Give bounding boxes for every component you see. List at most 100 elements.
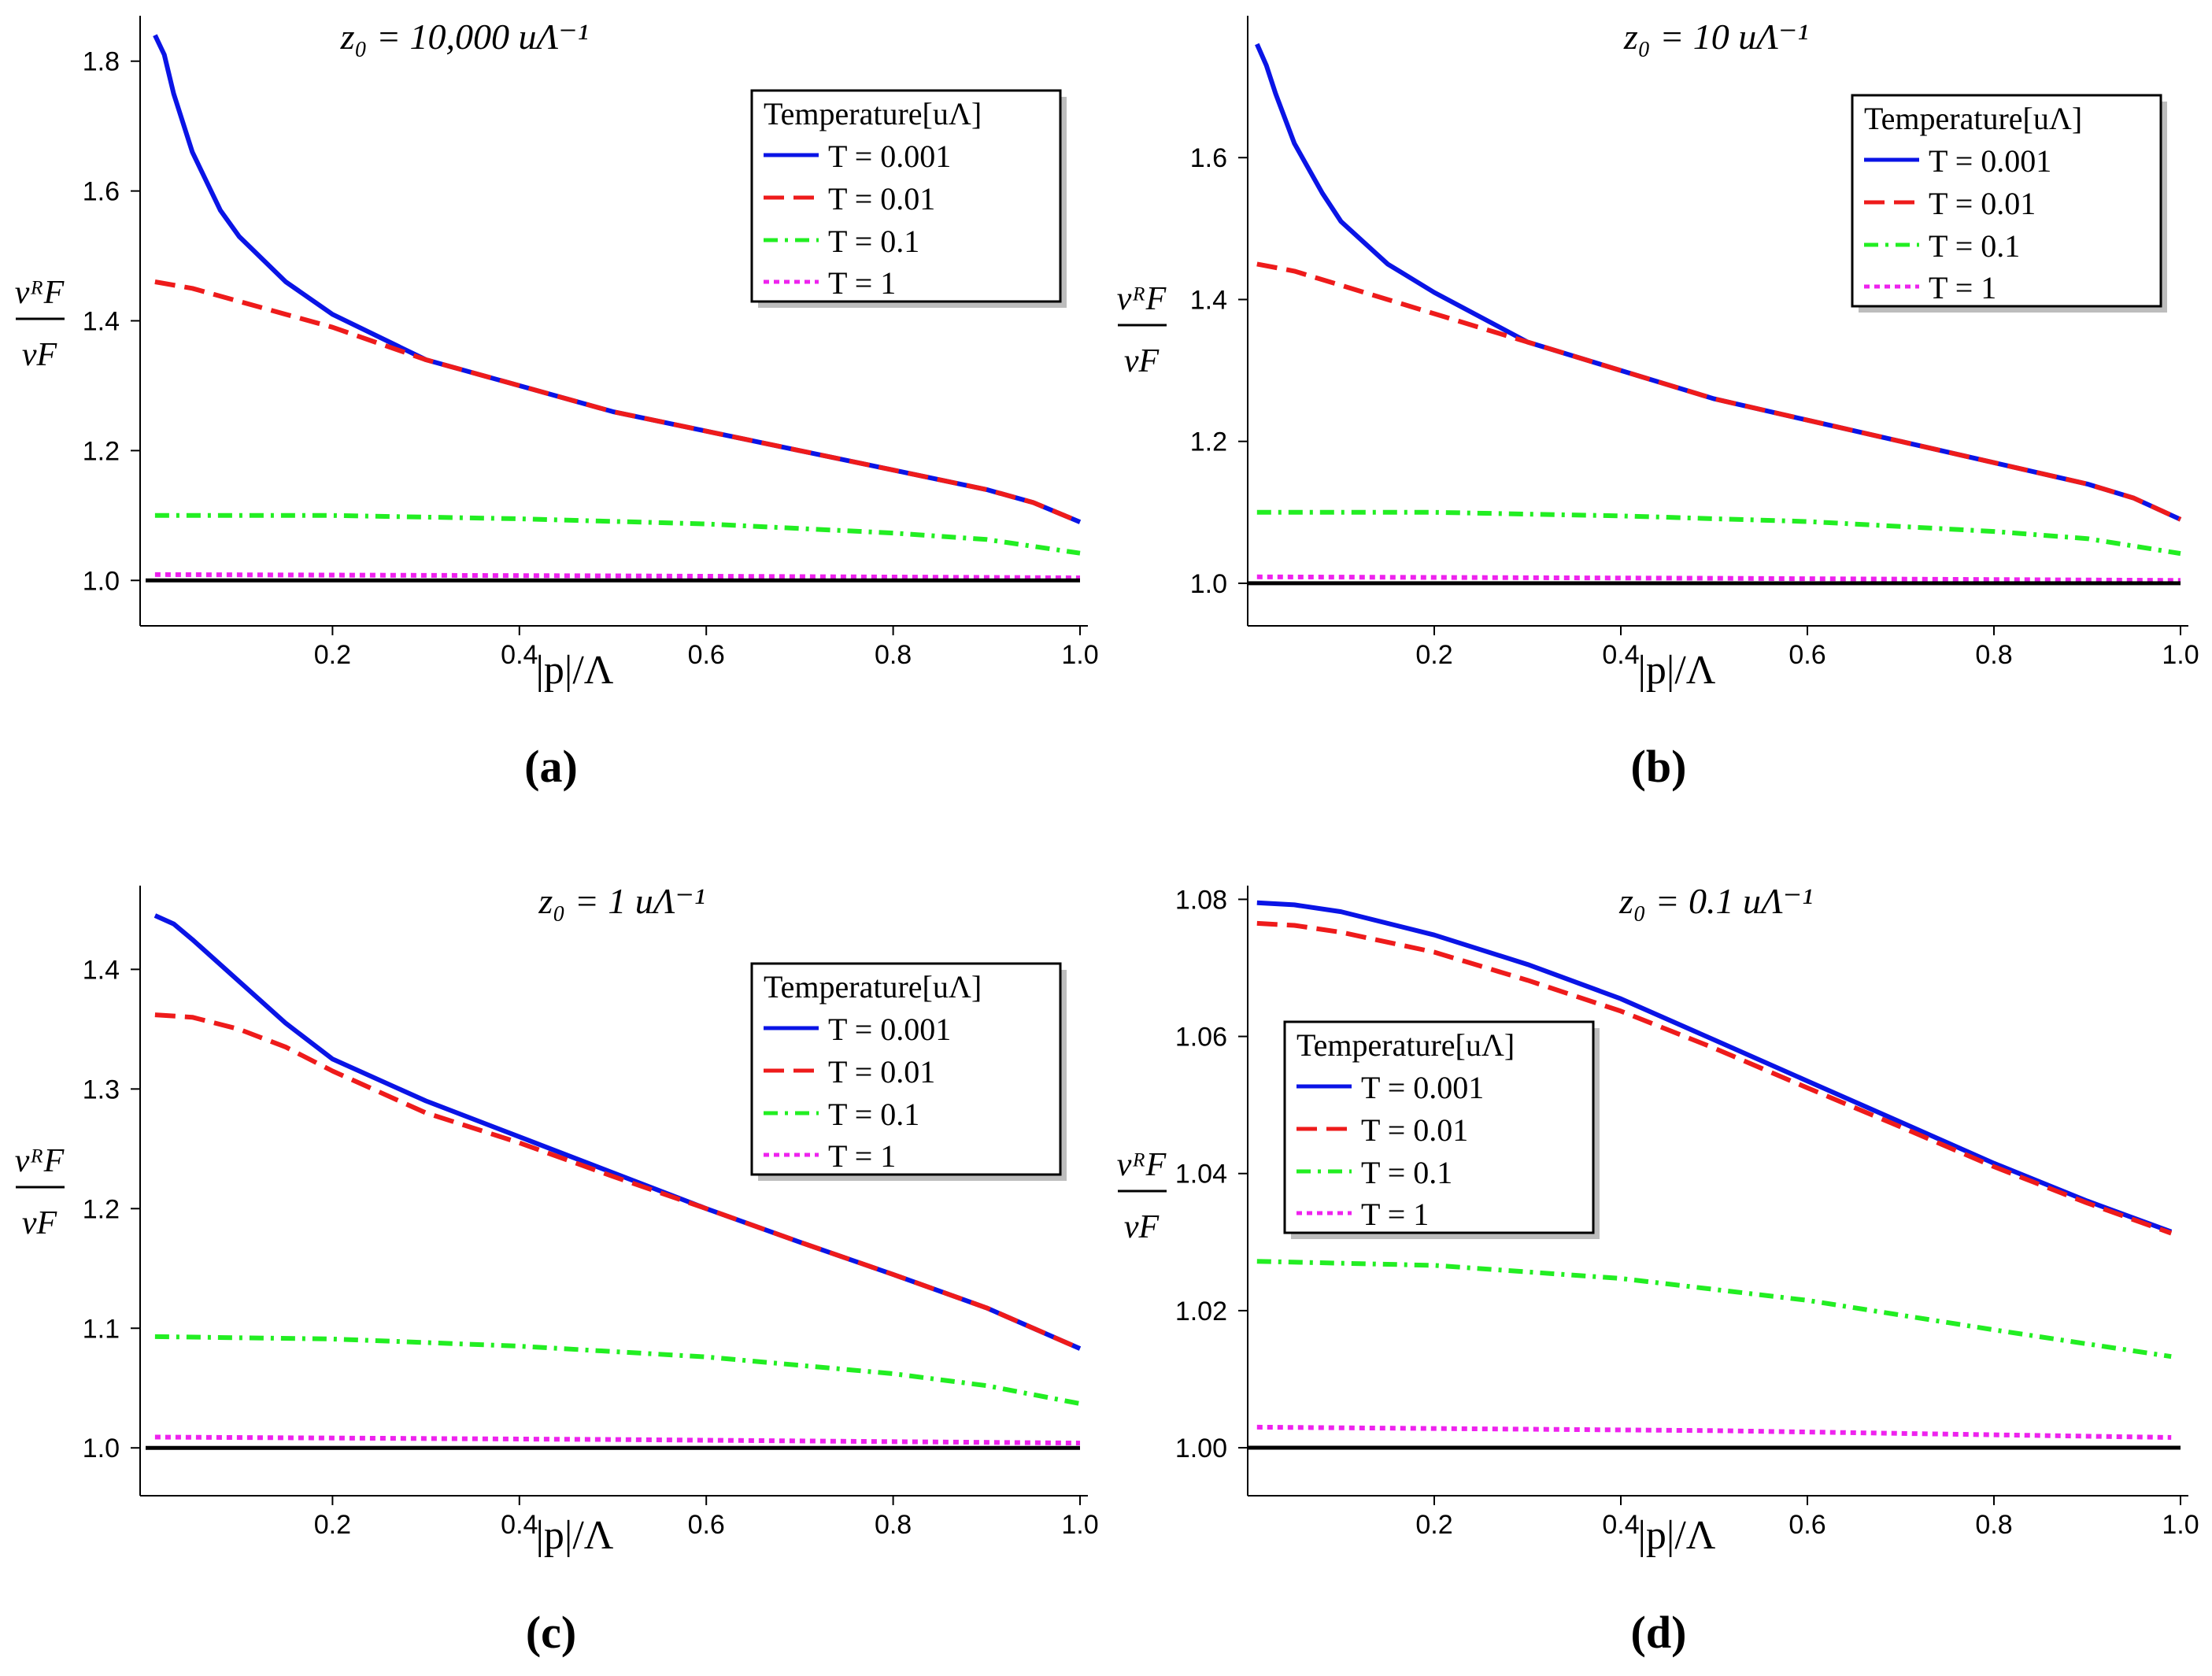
panel-d-title: z₀ = 0.1 uΛ⁻¹ — [1618, 881, 1813, 921]
y-tick-label: 1.4 — [83, 955, 120, 985]
panel-c-xlabel: |p|/Λ — [536, 1513, 614, 1558]
panel-c: 1.0 1.1 1.2 1.3 1.4 0.2 0.4 0.6 0.8 1.0 z₀ = 1 uΛ… — [15, 881, 1099, 1658]
panel-a-xlabel: |p|/Λ — [536, 648, 614, 693]
panel-b-ylabel-num: vᴿF — [1117, 281, 1167, 317]
legend-a-label-4: T = 1 — [828, 265, 896, 301]
series-line — [154, 279, 1082, 524]
panel-b-ylabel-den: vF — [1124, 343, 1160, 379]
panel-d: 1.00 1.02 1.04 1.06 1.08 0.2 0.4 0.6 0.8 1.0 z₀ =… — [1117, 881, 2199, 1658]
x-tick-label: 0.8 — [1975, 1510, 2012, 1540]
x-tick-label: 0.2 — [1415, 1510, 1452, 1540]
panel-a-ylabel-num: vᴿF — [15, 275, 65, 311]
panel-d-ylabel-den: vF — [1124, 1209, 1160, 1245]
series-line — [154, 913, 1082, 1351]
x-tick-label: 0.8 — [1975, 640, 2012, 670]
series-line — [154, 572, 1081, 580]
series-line — [1256, 920, 2173, 1236]
legend-d-label-4: T = 1 — [1361, 1197, 1429, 1232]
x-tick-label: 0.6 — [688, 1510, 725, 1540]
legend-b-label-1: T = 0.001 — [1929, 143, 2051, 179]
x-tick-label: 0.2 — [314, 640, 351, 670]
y-tick-label: 1.6 — [1190, 143, 1227, 173]
legend-b-label-4: T = 1 — [1929, 270, 1996, 305]
x-tick-label: 1.0 — [2162, 640, 2199, 670]
x-tick-label: 0.6 — [1788, 1510, 1825, 1540]
panel-d-ylabel-num: vᴿF — [1117, 1147, 1167, 1183]
legend-d-label-1: T = 0.001 — [1361, 1070, 1484, 1105]
legend-a-label-3: T = 0.1 — [828, 224, 919, 259]
x-tick-label: 0.8 — [875, 1510, 912, 1540]
y-tick-label: 1.6 — [83, 177, 120, 207]
y-tick-label: 1.4 — [83, 307, 120, 337]
series-line — [154, 1012, 1082, 1351]
x-tick-label: 0.6 — [688, 640, 725, 670]
x-tick-label: 0.4 — [501, 1510, 538, 1540]
series-line — [1256, 574, 2181, 583]
panel-b-title: z₀ = 10 uΛ⁻¹ — [1623, 17, 1808, 57]
legend-c-label-4: T = 1 — [828, 1138, 896, 1174]
series-line — [1256, 900, 2173, 1234]
y-tick-label: 1.4 — [1190, 285, 1227, 315]
y-tick-label: 1.8 — [83, 47, 120, 77]
legend-b-label-3: T = 0.1 — [1929, 228, 2020, 264]
legend-d-title: Temperature[uΛ] — [1296, 1027, 1515, 1063]
y-tick-label: 1.2 — [83, 1194, 120, 1224]
y-tick-label: 1.02 — [1175, 1297, 1227, 1326]
y-tick-label: 1.1 — [83, 1314, 120, 1344]
legend-a-label-2: T = 0.01 — [828, 181, 935, 216]
panel-c-title: z₀ = 1 uΛ⁻¹ — [538, 881, 705, 921]
y-tick-label: 1.0 — [1190, 569, 1227, 599]
panel-a: 1.0 1.2 1.4 1.6 1.8 0.2 0.4 0.6 0.8 1.0 z₀ = 10,0… — [15, 16, 1099, 792]
y-tick-label: 1.2 — [1190, 427, 1227, 457]
y-tick-label: 1.08 — [1175, 885, 1227, 915]
panel-c-label: (c) — [526, 1607, 576, 1658]
legend-d: Temperature[uΛ] T = 0.001 T = 0.01 T = 0… — [1283, 1020, 1600, 1239]
y-tick-label: 1.2 — [83, 436, 120, 466]
x-tick-label: 0.2 — [314, 1510, 351, 1540]
x-tick-label: 1.0 — [2162, 1510, 2199, 1540]
plot-c: 1.0 1.1 1.2 1.3 1.4 0.2 0.4 0.6 0.8 1.0 — [83, 886, 1099, 1540]
legend-c-label-1: T = 0.001 — [828, 1012, 951, 1047]
series-line — [154, 1334, 1081, 1406]
plot-a: 1.0 1.2 1.4 1.6 1.8 0.2 0.4 0.6 0.8 1.0 — [83, 16, 1099, 670]
panel-a-label: (a) — [524, 741, 578, 792]
legend-c-label-2: T = 0.01 — [828, 1054, 935, 1090]
legend-a-title: Temperature[uΛ] — [764, 96, 982, 131]
y-tick-label: 1.00 — [1175, 1434, 1227, 1463]
x-tick-label: 0.8 — [875, 640, 912, 670]
panel-b: 1.0 1.2 1.4 1.6 0.2 0.4 0.6 0.8 1.0 z₀ = 10 uΛ⁻¹… — [1117, 16, 2199, 792]
panel-b-label: (b) — [1631, 741, 1687, 792]
series-line — [154, 1434, 1081, 1446]
legend-a-label-1: T = 0.001 — [828, 139, 951, 174]
legend-b-title: Temperature[uΛ] — [1864, 101, 2082, 136]
panel-d-xlabel: |p|/Λ — [1638, 1513, 1716, 1558]
legend-d-label-2: T = 0.01 — [1361, 1112, 1468, 1148]
series-line — [1256, 261, 2182, 522]
y-tick-label: 1.06 — [1175, 1023, 1227, 1053]
panel-c-ylabel-den: vF — [22, 1205, 57, 1241]
plot-b: 1.0 1.2 1.4 1.6 0.2 0.4 0.6 0.8 1.0 — [1190, 16, 2199, 670]
legend-c-frame — [750, 962, 1062, 1176]
legend-a: Temperature[uΛ] T = 0.001 T = 0.01 T = 0… — [750, 89, 1067, 308]
x-tick-label: 0.4 — [1602, 640, 1639, 670]
series-line — [1256, 1424, 2172, 1440]
x-tick-label: 0.4 — [1602, 1510, 1639, 1540]
series-line — [154, 512, 1081, 556]
y-tick-label: 1.04 — [1175, 1160, 1227, 1189]
legend-c-title: Temperature[uΛ] — [764, 969, 982, 1004]
legend-c: Temperature[uΛ] T = 0.001 T = 0.01 T = 0… — [750, 962, 1067, 1181]
x-tick-label: 0.4 — [501, 640, 538, 670]
y-tick-label: 1.3 — [83, 1075, 120, 1104]
series-line — [1256, 509, 2181, 557]
legend-c-label-3: T = 0.1 — [828, 1097, 919, 1132]
panel-a-ylabel-den: vF — [22, 337, 57, 373]
legend-b: Temperature[uΛ] T = 0.001 T = 0.01 T = 0… — [1851, 94, 2167, 313]
panel-b-xlabel: |p|/Λ — [1638, 648, 1716, 693]
panel-a-title: z₀ = 10,000 uΛ⁻¹ — [340, 17, 589, 57]
y-tick-label: 1.0 — [83, 1434, 120, 1463]
legend-d-label-3: T = 0.1 — [1361, 1155, 1452, 1190]
plot-d: 1.00 1.02 1.04 1.06 1.08 0.2 0.4 0.6 0.8 1.0 — [1175, 885, 2199, 1540]
series-line — [1256, 1259, 2172, 1360]
x-tick-label: 1.0 — [1061, 1510, 1098, 1540]
